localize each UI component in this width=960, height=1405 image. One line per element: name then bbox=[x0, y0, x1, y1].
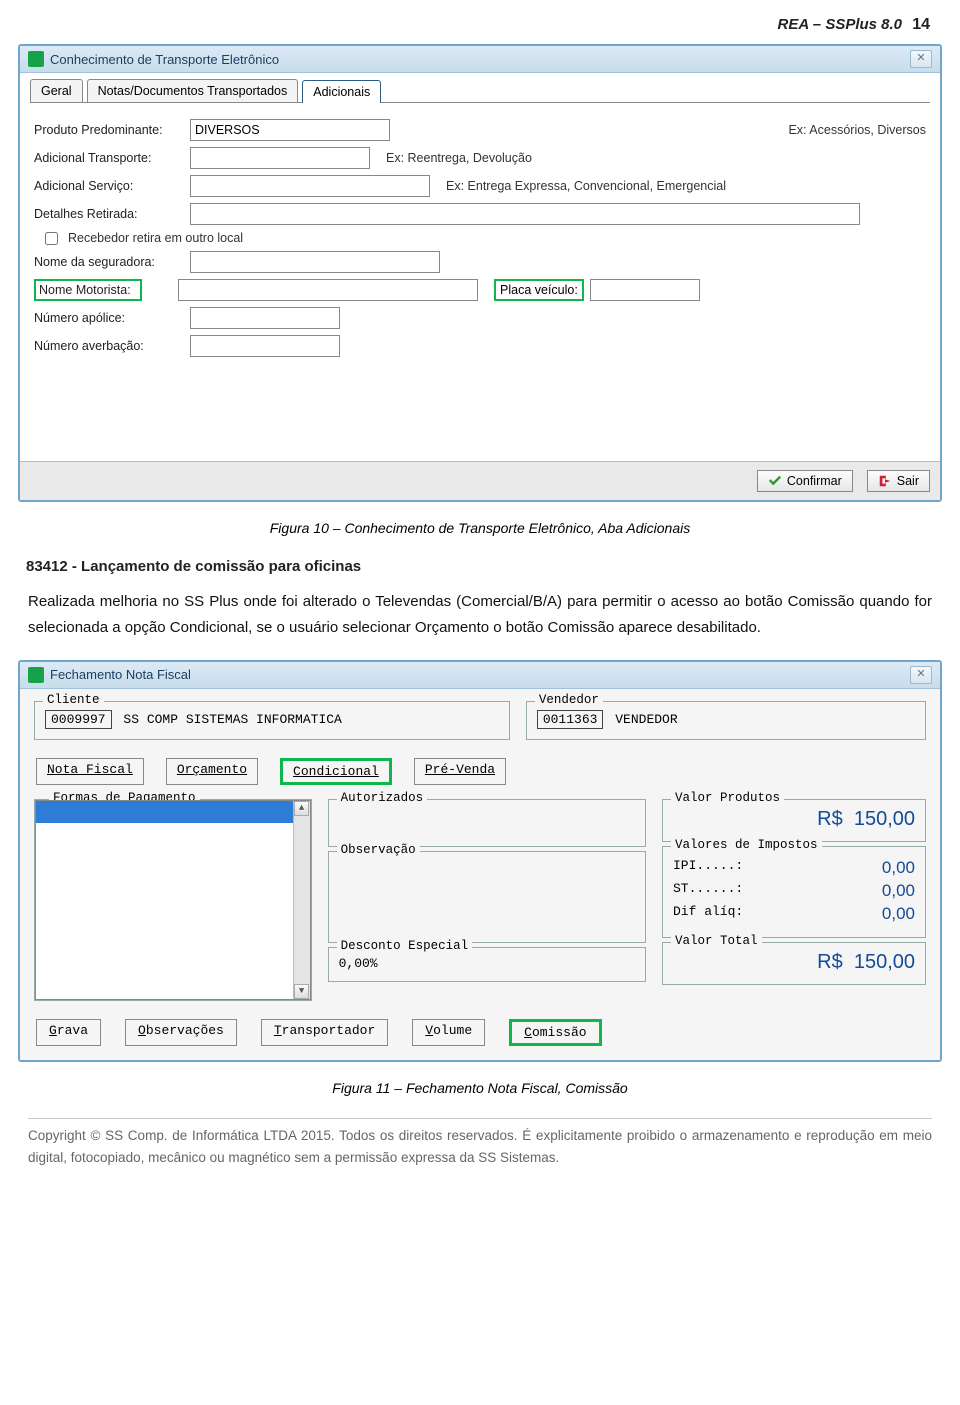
option-pre-venda[interactable]: Pré-Venda bbox=[414, 758, 506, 785]
scrollbar[interactable]: ▲ ▼ bbox=[293, 801, 310, 999]
options-row: Nota Fiscal Orçamento Condicional Pré-Ve… bbox=[36, 758, 930, 785]
formas-pagamento-list[interactable]: ▲ ▼ bbox=[35, 800, 311, 1000]
valor-produtos: 150,00 bbox=[854, 808, 915, 830]
label-adicional-servico: Adicional Serviço: bbox=[34, 179, 184, 193]
footer-buttons: Grava Observações Transportador Volume C… bbox=[36, 1019, 930, 1046]
window-title: Conhecimento de Transporte Eletrônico bbox=[50, 52, 910, 67]
difaliq-label: Dif alíq: bbox=[673, 904, 743, 924]
input-adicional-transporte[interactable] bbox=[190, 147, 370, 169]
group-autorizados-title: Autorizados bbox=[337, 791, 428, 805]
hint-prod: Ex: Acessórios, Diversos bbox=[788, 123, 926, 137]
form-area: Produto Predominante: Ex: Acessórios, Di… bbox=[20, 103, 940, 461]
label-prod-predominante: Produto Predominante: bbox=[34, 123, 184, 137]
exit-icon bbox=[878, 474, 892, 488]
option-nota-fiscal[interactable]: Nota Fiscal bbox=[36, 758, 144, 785]
cliente-name: SS COMP SISTEMAS INFORMATICA bbox=[123, 712, 341, 727]
desconto-value: 0,00% bbox=[339, 956, 378, 971]
input-placa-veiculo[interactable] bbox=[590, 279, 700, 301]
scroll-up-icon[interactable]: ▲ bbox=[294, 801, 309, 816]
group-valor-produtos-title: Valor Produtos bbox=[671, 791, 784, 805]
group-vendedor-title: Vendedor bbox=[535, 693, 603, 707]
tab-notas[interactable]: Notas/Documentos Transportados bbox=[87, 79, 299, 102]
tab-geral[interactable]: Geral bbox=[30, 79, 83, 102]
input-nome-motorista[interactable] bbox=[178, 279, 478, 301]
titlebar-fechamento[interactable]: Fechamento Nota Fiscal ✕ bbox=[20, 662, 940, 689]
valor-total: 150,00 bbox=[854, 951, 915, 973]
exit-label: Sair bbox=[897, 474, 919, 488]
group-valor-total-title: Valor Total bbox=[671, 934, 762, 948]
input-detalhes-retirada[interactable] bbox=[190, 203, 860, 225]
st-label: ST......: bbox=[673, 881, 743, 901]
hint-adsv: Ex: Entrega Expressa, Convencional, Emer… bbox=[446, 179, 726, 193]
transportador-button[interactable]: Transportador bbox=[261, 1019, 388, 1046]
st-value: 0,00 bbox=[882, 881, 915, 901]
window-footer: Confirmar Sair bbox=[20, 461, 940, 500]
input-numero-apolice[interactable] bbox=[190, 307, 340, 329]
confirm-label: Confirmar bbox=[787, 474, 842, 488]
window-title-fechamento: Fechamento Nota Fiscal bbox=[50, 667, 910, 682]
ipi-label: IPI.....: bbox=[673, 858, 743, 878]
option-orcamento[interactable]: Orçamento bbox=[166, 758, 258, 785]
app-icon bbox=[28, 51, 44, 67]
label-adicional-transporte: Adicional Transporte: bbox=[34, 151, 184, 165]
check-icon bbox=[768, 474, 782, 488]
page-header: REA – SSPlus 8.0 14 bbox=[18, 12, 942, 44]
grava-button[interactable]: Grava bbox=[36, 1019, 101, 1046]
section-body: Realizada melhoria no SS Plus onde foi a… bbox=[28, 589, 932, 642]
window-fechamento: Fechamento Nota Fiscal ✕ Cliente 0009997… bbox=[18, 660, 942, 1062]
currency-label: R$ bbox=[817, 808, 843, 830]
label-numero-apolice: Número apólice: bbox=[34, 311, 184, 325]
group-desconto-title: Desconto Especial bbox=[337, 939, 473, 953]
input-prod-predominante[interactable] bbox=[190, 119, 390, 141]
label-detalhes-retirada: Detalhes Retirada: bbox=[34, 207, 184, 221]
label-placa-veiculo: Placa veículo: bbox=[494, 279, 584, 301]
exit-button[interactable]: Sair bbox=[867, 470, 930, 492]
currency-label: R$ bbox=[817, 951, 843, 973]
label-nome-motorista: Nome Motorista: bbox=[34, 279, 142, 301]
group-cliente-title: Cliente bbox=[43, 693, 104, 707]
doc-id: REA – SSPlus 8.0 bbox=[778, 16, 903, 33]
input-nome-seguradora[interactable] bbox=[190, 251, 440, 273]
label-nome-seguradora: Nome da seguradora: bbox=[34, 255, 184, 269]
figure-caption-11: Figura 11 – Fechamento Nota Fiscal, Comi… bbox=[18, 1080, 942, 1096]
confirm-button[interactable]: Confirmar bbox=[757, 470, 853, 492]
tab-strip: Geral Notas/Documentos Transportados Adi… bbox=[20, 73, 940, 102]
vendedor-name: VENDEDOR bbox=[615, 712, 677, 727]
volume-button[interactable]: Volume bbox=[412, 1019, 485, 1046]
comissao-button[interactable]: Comissão bbox=[509, 1019, 601, 1046]
cliente-code[interactable]: 0009997 bbox=[45, 710, 112, 729]
close-icon[interactable]: ✕ bbox=[910, 666, 932, 684]
scroll-down-icon[interactable]: ▼ bbox=[294, 984, 309, 999]
figure-caption-10: Figura 10 – Conhecimento de Transporte E… bbox=[18, 520, 942, 536]
input-adicional-servico[interactable] bbox=[190, 175, 430, 197]
copyright-text: Copyright © SS Comp. de Informática LTDA… bbox=[28, 1118, 932, 1171]
hint-adtr: Ex: Reentrega, Devolução bbox=[386, 151, 532, 165]
group-observacao-title: Observação bbox=[337, 843, 420, 857]
checkbox-recebedor-outro-local[interactable] bbox=[45, 232, 58, 245]
difaliq-value: 0,00 bbox=[882, 904, 915, 924]
vendedor-code[interactable]: 0011363 bbox=[537, 710, 604, 729]
group-valores-impostos-title: Valores de Impostos bbox=[671, 838, 822, 852]
observacoes-button[interactable]: Observações bbox=[125, 1019, 237, 1046]
window-transporte: Conhecimento de Transporte Eletrônico ✕ … bbox=[18, 44, 942, 502]
page-number: 14 bbox=[912, 16, 930, 33]
option-condicional[interactable]: Condicional bbox=[280, 758, 392, 785]
close-icon[interactable]: ✕ bbox=[910, 50, 932, 68]
app-icon bbox=[28, 667, 44, 683]
ipi-value: 0,00 bbox=[882, 858, 915, 878]
titlebar[interactable]: Conhecimento de Transporte Eletrônico ✕ bbox=[20, 46, 940, 73]
input-numero-averbacao[interactable] bbox=[190, 335, 340, 357]
list-item-selected[interactable] bbox=[36, 801, 310, 823]
label-numero-averbacao: Número averbação: bbox=[34, 339, 184, 353]
section-title: 83412 - Lançamento de comissão para ofic… bbox=[26, 558, 942, 575]
label-checkbox-recebedor: Recebedor retira em outro local bbox=[68, 231, 243, 245]
tab-adicionais[interactable]: Adicionais bbox=[302, 80, 381, 103]
